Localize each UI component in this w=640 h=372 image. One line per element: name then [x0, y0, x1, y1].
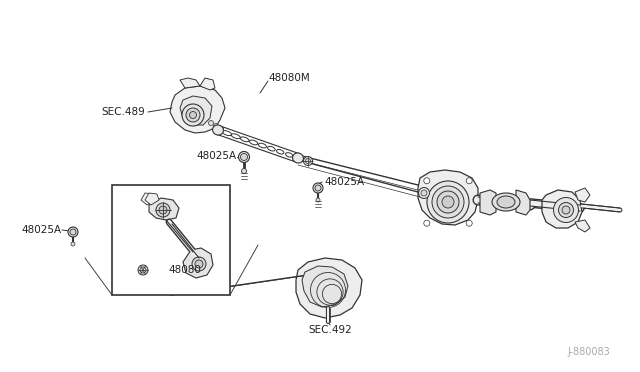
Ellipse shape: [192, 257, 206, 271]
Bar: [112, 185, 230, 295]
Ellipse shape: [427, 181, 469, 223]
Ellipse shape: [214, 124, 218, 128]
Ellipse shape: [303, 157, 312, 166]
Polygon shape: [145, 193, 159, 205]
Polygon shape: [575, 220, 590, 232]
Ellipse shape: [68, 227, 78, 237]
Ellipse shape: [209, 121, 214, 125]
Ellipse shape: [559, 202, 573, 218]
Ellipse shape: [71, 242, 75, 246]
Ellipse shape: [241, 154, 248, 160]
Text: SEC.492: SEC.492: [308, 325, 352, 335]
Text: SEC.489: SEC.489: [101, 107, 145, 117]
Ellipse shape: [562, 206, 570, 214]
Polygon shape: [480, 190, 496, 215]
Text: J-880083: J-880083: [567, 347, 610, 357]
Ellipse shape: [156, 203, 170, 217]
Ellipse shape: [421, 190, 427, 196]
Polygon shape: [183, 248, 213, 278]
Polygon shape: [542, 190, 582, 228]
Polygon shape: [149, 198, 179, 220]
Ellipse shape: [138, 265, 148, 275]
Ellipse shape: [492, 193, 520, 211]
Ellipse shape: [554, 198, 579, 222]
Ellipse shape: [305, 158, 310, 164]
Ellipse shape: [239, 151, 250, 163]
Ellipse shape: [419, 187, 429, 199]
Ellipse shape: [316, 198, 320, 202]
Ellipse shape: [442, 196, 454, 208]
Polygon shape: [296, 258, 362, 318]
Polygon shape: [200, 78, 215, 90]
Ellipse shape: [497, 196, 515, 208]
Ellipse shape: [315, 185, 321, 191]
Text: 48080M: 48080M: [268, 73, 310, 83]
Ellipse shape: [424, 220, 430, 226]
Ellipse shape: [218, 126, 223, 131]
Text: 48080: 48080: [168, 265, 202, 275]
Ellipse shape: [292, 153, 303, 163]
Polygon shape: [180, 78, 200, 88]
Ellipse shape: [70, 229, 76, 235]
Ellipse shape: [182, 104, 204, 126]
Ellipse shape: [313, 183, 323, 193]
Polygon shape: [418, 170, 478, 225]
Polygon shape: [180, 96, 212, 125]
Polygon shape: [516, 190, 530, 215]
Ellipse shape: [140, 267, 146, 273]
Text: 48025A: 48025A: [324, 177, 364, 187]
Ellipse shape: [189, 112, 196, 119]
Ellipse shape: [212, 125, 223, 135]
Ellipse shape: [432, 186, 464, 218]
Polygon shape: [302, 266, 348, 307]
Ellipse shape: [241, 169, 246, 173]
Ellipse shape: [466, 220, 472, 226]
Text: 48025A: 48025A: [197, 151, 237, 161]
Polygon shape: [170, 86, 225, 133]
Ellipse shape: [159, 206, 167, 214]
Ellipse shape: [186, 108, 200, 122]
Ellipse shape: [424, 178, 430, 184]
Ellipse shape: [195, 260, 203, 268]
Ellipse shape: [466, 178, 472, 184]
Polygon shape: [141, 193, 155, 205]
Ellipse shape: [437, 191, 459, 213]
Text: 48025A: 48025A: [22, 225, 62, 235]
Polygon shape: [575, 188, 590, 202]
